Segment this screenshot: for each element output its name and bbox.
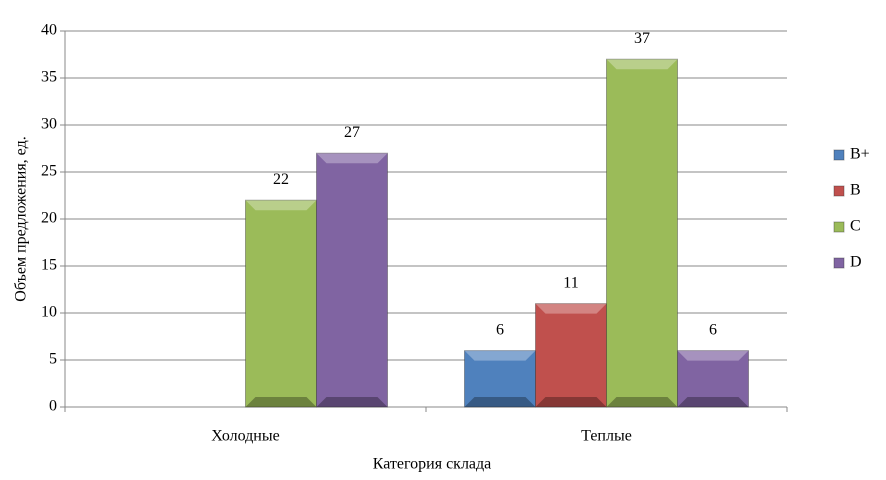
bar [245,199,317,408]
value-label: 6 [709,321,717,338]
legend-label: B [850,182,861,199]
bar [316,152,388,408]
bar [464,350,536,408]
legend-label: D [850,254,862,271]
x-tick-label: Теплые [581,428,632,445]
bar-bevel [245,200,317,211]
y-tick-label: 35 [41,69,57,86]
bar-bevel [606,397,678,407]
bar [606,58,678,408]
bar-bevel [316,397,388,407]
x-tick-label: Холодные [211,428,279,445]
bar-bevel [464,397,536,407]
legend-label: C [850,218,861,235]
legend-swatch [833,221,845,233]
x-axis-title: Категория склада [373,456,492,473]
y-tick-label: 40 [41,22,57,39]
bar-bevel [535,397,607,407]
legend-swatch [833,185,845,197]
y-tick-label: 30 [41,116,57,133]
legend-label: B+ [850,146,870,163]
bar-bevel [316,153,388,164]
y-tick-label: 20 [41,210,57,227]
value-label: 6 [496,321,504,338]
value-label: 22 [273,171,289,188]
bar-bevel [464,350,536,361]
y-tick-label: 25 [41,163,57,180]
bar-bevel [677,350,749,361]
y-tick-label: 15 [41,257,57,274]
bar [535,303,607,408]
bar [677,350,749,408]
bar-bevel [606,59,678,70]
y-tick-label: 5 [49,351,57,368]
value-label: 37 [634,30,650,47]
legend-swatch [833,149,845,161]
y-axis-title: Объем предложения, ед. [13,136,30,301]
y-tick-label: 10 [41,304,57,321]
y-tick-label: 0 [49,398,57,415]
value-label: 11 [563,274,578,291]
value-label: 27 [344,124,360,141]
legend-swatch [833,257,845,269]
bar-bevel [245,397,317,407]
bar-bevel [535,303,607,314]
bar-bevel [677,397,749,407]
